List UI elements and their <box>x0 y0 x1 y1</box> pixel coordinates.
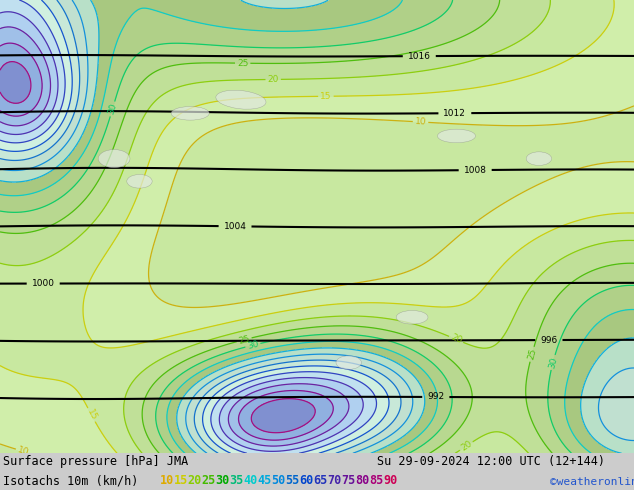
Text: ©weatheronline.co.uk: ©weatheronline.co.uk <box>550 477 634 487</box>
Ellipse shape <box>171 106 209 120</box>
Text: Su 29-09-2024 12:00 UTC (12+144): Su 29-09-2024 12:00 UTC (12+144) <box>377 455 605 468</box>
Text: 992: 992 <box>427 392 444 401</box>
Ellipse shape <box>336 356 361 369</box>
Ellipse shape <box>98 149 130 168</box>
Text: 40: 40 <box>243 474 257 487</box>
Ellipse shape <box>437 129 476 143</box>
Text: Surface pressure [hPa] JMA: Surface pressure [hPa] JMA <box>3 455 188 468</box>
Text: 1016: 1016 <box>408 51 430 61</box>
Text: 15: 15 <box>320 92 332 101</box>
Text: 20: 20 <box>188 474 202 487</box>
Text: 50: 50 <box>271 474 285 487</box>
Text: 10: 10 <box>160 474 174 487</box>
Text: 75: 75 <box>341 474 355 487</box>
Text: 20: 20 <box>449 333 463 346</box>
Text: Isotachs 10m (km/h): Isotachs 10m (km/h) <box>3 474 145 487</box>
Text: 1008: 1008 <box>463 166 487 175</box>
Ellipse shape <box>396 311 428 324</box>
Text: 55: 55 <box>285 474 299 487</box>
Text: 10: 10 <box>415 117 427 127</box>
Text: 25: 25 <box>237 59 249 68</box>
Text: 20: 20 <box>268 75 279 84</box>
Ellipse shape <box>127 174 152 188</box>
Text: 70: 70 <box>327 474 341 487</box>
Text: 80: 80 <box>355 474 369 487</box>
Text: 30: 30 <box>216 474 230 487</box>
Text: 10: 10 <box>16 445 30 458</box>
Text: 65: 65 <box>313 474 327 487</box>
Ellipse shape <box>216 90 266 109</box>
Text: 30: 30 <box>246 340 259 351</box>
Text: 996: 996 <box>540 336 557 344</box>
Text: 25: 25 <box>238 334 251 345</box>
Text: 15: 15 <box>174 474 188 487</box>
Text: 45: 45 <box>257 474 271 487</box>
Text: 30: 30 <box>547 356 559 369</box>
Text: 20: 20 <box>459 439 474 453</box>
Text: 1012: 1012 <box>443 109 467 118</box>
Text: 90: 90 <box>383 474 397 487</box>
Text: 25: 25 <box>526 347 538 361</box>
Text: 30: 30 <box>107 102 119 116</box>
Text: 60: 60 <box>299 474 313 487</box>
Text: 85: 85 <box>369 474 383 487</box>
Ellipse shape <box>526 152 552 166</box>
Text: 1004: 1004 <box>224 221 247 231</box>
Text: 1000: 1000 <box>32 279 55 288</box>
Text: 35: 35 <box>230 474 243 487</box>
Text: 25: 25 <box>202 474 216 487</box>
Text: 15: 15 <box>85 408 98 422</box>
